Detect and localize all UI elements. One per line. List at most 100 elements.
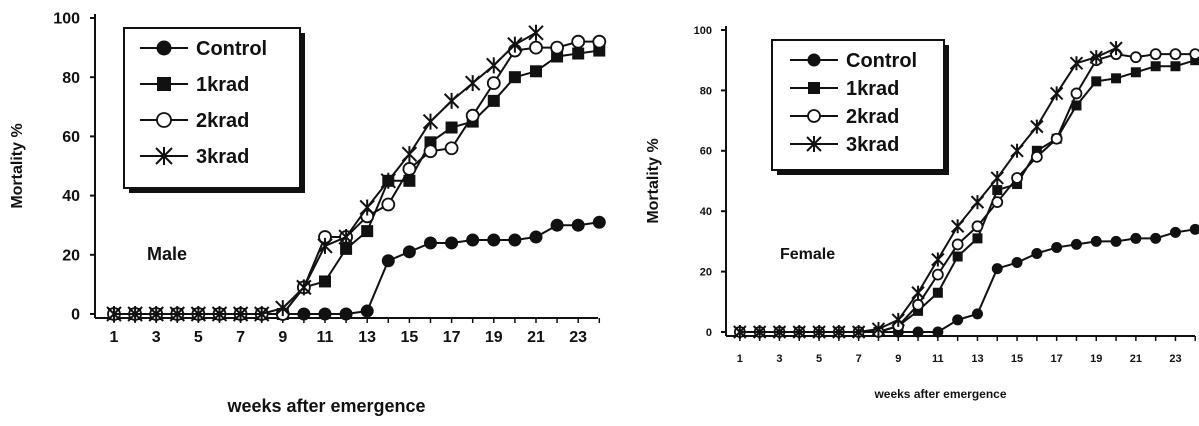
data-point xyxy=(1149,48,1162,61)
data-point xyxy=(1091,76,1102,87)
legend-label: 1krad xyxy=(196,74,249,96)
x-axis-title: weeks after emergence xyxy=(226,396,425,416)
data-point xyxy=(772,325,787,339)
data-point xyxy=(851,325,866,339)
x-tick-label: 17 xyxy=(443,329,461,346)
y-tick-label: 80 xyxy=(62,70,80,87)
data-point xyxy=(318,307,332,321)
data-point xyxy=(339,307,353,321)
data-point xyxy=(931,268,944,281)
data-point xyxy=(106,306,122,322)
legend-label: Control xyxy=(196,38,267,60)
data-point xyxy=(296,279,312,296)
x-tick-label: 21 xyxy=(527,329,545,346)
series-line xyxy=(739,47,1117,333)
data-point xyxy=(970,195,985,210)
y-tick-label: 0 xyxy=(71,307,80,324)
data-point xyxy=(1169,48,1182,61)
data-point xyxy=(380,172,396,189)
series-line xyxy=(739,228,1196,333)
data-point xyxy=(464,75,481,92)
y-tick-label: 80 xyxy=(700,85,712,97)
x-tick-label: 11 xyxy=(317,329,334,346)
data-point xyxy=(911,285,925,300)
y-tick-label: 60 xyxy=(700,146,712,158)
data-point xyxy=(1011,172,1023,184)
x-tick-label: 11 xyxy=(932,353,944,365)
data-point xyxy=(550,218,564,232)
data-point xyxy=(1150,232,1162,244)
data-point xyxy=(403,174,416,187)
x-tick-label: 1 xyxy=(110,329,119,346)
data-point xyxy=(1110,235,1122,247)
data-point xyxy=(423,144,438,159)
x-tick-label: 9 xyxy=(278,329,287,346)
x-tick-label: 21 xyxy=(1130,353,1142,365)
x-tick-label: 5 xyxy=(194,329,203,346)
x-tick-label: 19 xyxy=(1090,353,1102,365)
data-point xyxy=(1130,67,1141,78)
panel-annotation: Female xyxy=(780,246,835,263)
data-point xyxy=(528,24,544,41)
data-point xyxy=(972,233,983,244)
data-point xyxy=(571,218,585,232)
data-point xyxy=(991,196,1004,209)
legend-marker xyxy=(806,136,822,152)
data-point xyxy=(508,233,522,247)
x-tick-label: 1 xyxy=(737,353,743,365)
data-point xyxy=(211,306,228,322)
data-point xyxy=(1189,223,1199,235)
data-point xyxy=(487,94,500,107)
legend-box xyxy=(771,39,945,171)
series-line xyxy=(113,221,600,315)
data-point xyxy=(1031,145,1042,156)
legend-box xyxy=(123,27,301,189)
data-point xyxy=(1130,232,1142,244)
data-point xyxy=(444,141,459,156)
data-point xyxy=(486,57,502,74)
legend-label: 2krad xyxy=(846,106,899,128)
y-tick-label: 60 xyxy=(62,129,80,146)
x-tick-label: 7 xyxy=(236,329,245,346)
data-point xyxy=(950,219,965,234)
data-point xyxy=(148,306,164,322)
data-point xyxy=(912,326,924,338)
data-point xyxy=(932,287,943,298)
data-point xyxy=(1012,179,1023,190)
data-point xyxy=(445,236,459,250)
data-point xyxy=(592,34,607,49)
data-point xyxy=(318,275,331,288)
data-point xyxy=(1090,235,1102,247)
data-point xyxy=(991,263,1003,275)
x-axis-title: weeks after emergence xyxy=(873,387,1006,401)
data-point xyxy=(381,254,395,268)
x-tick-label: 23 xyxy=(1169,353,1181,365)
data-point xyxy=(592,215,606,229)
data-point xyxy=(423,236,437,250)
x-tick-label: 15 xyxy=(400,329,418,346)
data-point xyxy=(871,321,886,336)
x-tick-label: 13 xyxy=(971,353,983,365)
legend-label: 3krad xyxy=(196,146,249,168)
data-point xyxy=(127,306,143,322)
y-tick-label: 40 xyxy=(700,206,712,218)
data-point xyxy=(1011,257,1023,269)
data-point xyxy=(1170,61,1181,72)
legend-marker xyxy=(156,40,172,56)
x-tick-label: 5 xyxy=(816,353,822,365)
y-tick-label: 40 xyxy=(62,188,80,205)
data-point xyxy=(1051,241,1063,253)
data-point xyxy=(486,76,501,91)
y-tick-label: 100 xyxy=(694,25,712,37)
x-tick-label: 9 xyxy=(895,353,901,365)
series-3krad xyxy=(106,24,544,322)
series-control xyxy=(734,223,1199,338)
x-tick-label: 23 xyxy=(569,329,587,346)
data-point xyxy=(360,304,374,318)
legend: Control 1krad 2krad 3krad xyxy=(123,27,305,193)
data-point xyxy=(952,314,964,326)
x-tick-label: 7 xyxy=(856,353,862,365)
data-point xyxy=(971,220,984,233)
data-point xyxy=(572,47,585,60)
